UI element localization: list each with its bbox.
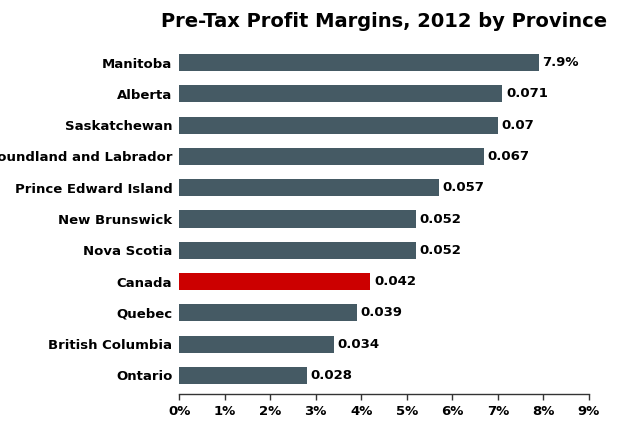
Bar (179, 367, 307, 384)
Title: Pre-Tax Profit Margins, 2012 by Province: Pre-Tax Profit Margins, 2012 by Province (161, 12, 607, 31)
Text: 7.9%: 7.9% (542, 56, 579, 69)
Text: 0.039: 0.039 (360, 306, 403, 319)
Bar (179, 273, 371, 290)
Text: 0.028: 0.028 (310, 369, 352, 382)
Bar (179, 179, 438, 196)
Bar (179, 336, 334, 353)
Bar (179, 117, 498, 134)
Text: 0.071: 0.071 (506, 87, 548, 100)
Bar (179, 85, 502, 102)
Bar (179, 148, 484, 165)
Bar (179, 304, 356, 321)
Text: 0.052: 0.052 (419, 212, 461, 226)
Bar (179, 54, 539, 71)
Bar (179, 242, 416, 259)
Bar (179, 210, 416, 228)
Text: 0.07: 0.07 (501, 119, 534, 132)
Text: 0.057: 0.057 (442, 181, 484, 194)
Text: 0.034: 0.034 (337, 338, 380, 351)
Text: 0.042: 0.042 (374, 275, 416, 288)
Text: 0.067: 0.067 (488, 150, 530, 163)
Text: 0.052: 0.052 (419, 244, 461, 257)
